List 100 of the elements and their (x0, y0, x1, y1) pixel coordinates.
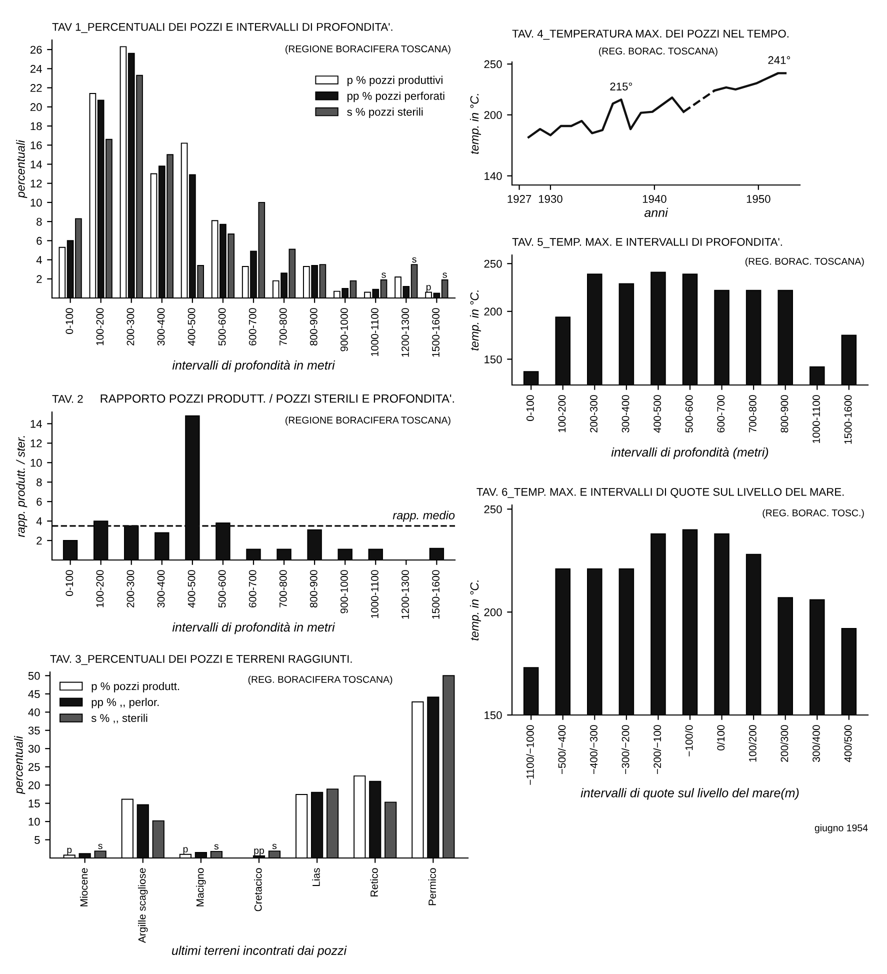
y-tick-label: 150 (484, 711, 502, 720)
chart-subtitle: (REG. BORAC. TOSCANA) (599, 47, 718, 56)
y-tick-label: 250 (484, 60, 502, 68)
x-tick-label: 200-300 (126, 308, 134, 346)
y-tick-label: 22 (30, 84, 42, 92)
chart-title: TAV. 2 (52, 394, 83, 403)
x-tick-label: 1000-1100 (371, 308, 378, 356)
legend-label: s % ,, sterili (91, 714, 148, 724)
y-tick-label: 2 (36, 536, 42, 545)
x-tick-label: 1927 (508, 195, 532, 203)
x-tick-label: 1000-1100 (812, 395, 820, 443)
x-axis-title: intervalli di quote sul livello del mare(m) (580, 788, 799, 800)
x-axis-title: intervalli di profondità in metri (172, 360, 336, 372)
y-axis-title: percentuali (16, 140, 28, 198)
x-tick-label: 0/100 (716, 725, 725, 750)
y-tick-label: 14 (30, 160, 42, 168)
chart-subtitle: (REG. BORACIFERA TOSCANA) (248, 676, 392, 685)
chart-title: TAV. 5_TEMP. MAX. E INTERVALLI DI PROFONDITA'. (512, 238, 782, 248)
y-tick-label: 10 (30, 198, 42, 207)
data-label: s (214, 844, 219, 850)
x-tick-label: 1930 (538, 195, 562, 203)
x-tick-label: Argille scagliose (138, 868, 148, 943)
data-label: s (412, 257, 416, 263)
y-tick-label: 26 (30, 46, 42, 54)
chart-title: TAV. 4_TEMPERATURA MAX. DEI POZZI NEL TEMPO. (512, 30, 788, 40)
x-tick-label: 300-400 (622, 395, 630, 433)
y-tick-label: 6 (36, 236, 42, 245)
y-tick-label: 30 (28, 744, 40, 753)
x-tick-label: 700-800 (279, 308, 287, 346)
y-tick-label: 200 (484, 111, 502, 119)
y-tick-label: 5 (34, 836, 40, 844)
text: giugno 1954 (814, 824, 868, 834)
x-tick-label: 1000-1100 (371, 570, 378, 618)
x-tick-label: 1500-1600 (844, 395, 852, 444)
x-tick-label: 1940 (642, 195, 666, 203)
x-tick-label: 400/500 (844, 725, 852, 762)
x-tick-label: −100/0 (685, 725, 693, 756)
legend-label: p % pozzi produttivi (348, 76, 442, 86)
x-tick-label: Lias (312, 868, 320, 886)
chart-title: TAV. 6_TEMP. MAX. E INTERVALLI DI QUOTE SUL LIVELLO DEL MARE. (476, 488, 844, 498)
x-tick-label: −200/−100 (653, 725, 662, 774)
x-tick-label: 100-200 (96, 570, 104, 608)
x-tick-label: 600-700 (248, 570, 256, 608)
x-tick-label: 1200-1300 (402, 570, 409, 619)
y-tick-label: 150 (484, 355, 502, 364)
x-tick-label: 600-700 (717, 395, 725, 432)
x-tick-label: 300-400 (157, 570, 165, 608)
y-tick-label: 12 (30, 439, 42, 448)
x-tick-label: 200-300 (126, 570, 134, 608)
y-tick-label: 2 (36, 275, 42, 283)
y-tick-label: 4 (36, 517, 42, 526)
y-tick-label: 200 (484, 608, 502, 616)
y-tick-label: 20 (30, 103, 42, 112)
legend-label: pp % pozzi perforati (348, 92, 444, 102)
chart-subtitle: RAPPORTO POZZI PRODUTT. / POZZI STERILI E PROFONDITA'. (100, 394, 454, 403)
x-tick-label: −500/−400 (558, 725, 566, 774)
y-axis-title: temp. in °C. (470, 94, 481, 154)
x-tick-label: 100/200 (748, 725, 756, 762)
chart-subtitle: (REG. BORAC. TOSC.) (762, 509, 864, 518)
x-tick-label: −1100/−1000 (526, 725, 534, 785)
x-tick-label: 800-900 (780, 395, 788, 432)
ref-line-label: rapp. medio (392, 510, 455, 522)
y-axis-title: percentuali (14, 736, 26, 794)
y-tick-label: 50 (28, 672, 40, 680)
x-tick-label: 1500-1600 (432, 570, 440, 619)
x-tick-label: Macigno (196, 868, 206, 906)
x-tick-label: 900-1000 (340, 308, 348, 352)
x-tick-label: 700-800 (748, 395, 756, 432)
x-tick-label: 100-200 (558, 395, 566, 432)
data-label: s (442, 272, 447, 278)
x-tick-label: 300-400 (157, 308, 165, 346)
x-tick-label: 600-700 (248, 308, 256, 346)
x-tick-label: 0-100 (66, 308, 74, 334)
x-tick-label: 300/400 (812, 725, 820, 762)
x-tick-label: Miocene (80, 868, 88, 906)
y-tick-label: 250 (484, 505, 502, 514)
y-tick-label: 10 (30, 458, 42, 467)
x-axis-title: intervalli di profondità (metri) (611, 447, 768, 460)
y-tick-label: 16 (30, 141, 42, 150)
y-tick-label: 6 (36, 498, 42, 506)
x-tick-label: 1500-1600 (432, 308, 440, 357)
data-label: p (183, 847, 188, 854)
chart-title: TAV. 3_PERCENTUALI DEI POZZI E TERRENI RAGGIUNTI. (50, 654, 352, 665)
y-tick-label: 24 (30, 64, 42, 73)
x-tick-label: −400/−300 (590, 725, 598, 774)
y-tick-label: 200 (484, 308, 502, 316)
y-tick-label: 12 (30, 180, 42, 188)
x-tick-label: 1950 (746, 195, 770, 203)
x-tick-label: Permico (428, 868, 436, 906)
y-axis-title: temp. in °C. (470, 290, 481, 350)
x-tick-label: 200-300 (590, 395, 598, 432)
y-tick-label: 14 (30, 420, 42, 428)
x-tick-label: 500-600 (218, 570, 226, 608)
y-axis-title: temp. in °C. (470, 580, 481, 640)
x-tick-label: Retico (370, 868, 378, 896)
chart-title: TAV 1_PERCENTUALI DEI POZZI E INTERVALLI DI PROFONDITA'. (52, 22, 392, 33)
x-tick-label: −300/−200 (622, 725, 630, 774)
x-tick-label: 1200-1300 (402, 308, 409, 357)
data-label: s (98, 844, 102, 850)
y-tick-label: 15 (28, 800, 40, 808)
